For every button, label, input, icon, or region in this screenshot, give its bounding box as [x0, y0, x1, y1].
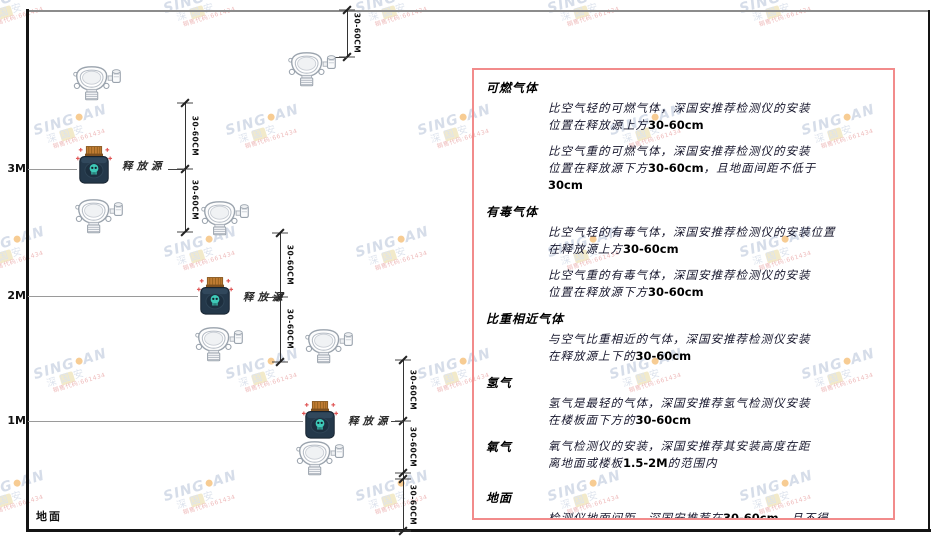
height-label: 1M — [7, 414, 26, 427]
release-source-label: 释放源 — [243, 291, 287, 304]
section-paragraph: 与空气比重相近的气体，深国安推荐检测仪安装 在释放源上下的30-60cm — [548, 332, 811, 363]
level-line — [28, 169, 77, 170]
dimension-label: 30-60CM — [408, 484, 418, 526]
dimension-label: 30-60CM — [285, 244, 295, 286]
gas-detector-icon — [192, 323, 244, 363]
dimension-label: 30-60CM — [285, 308, 295, 350]
leader-line — [168, 169, 185, 170]
section-paragraph: 比空气轻的可燃气体，深国安推荐检测仪的安装 位置在释放源上方30-60cm — [548, 101, 811, 132]
section-heading: 可燃气体 — [486, 81, 539, 95]
section-heading: 地面 — [486, 491, 513, 505]
leader-line — [266, 297, 280, 298]
ground-line — [26, 529, 931, 532]
section-heading: 氢气 — [486, 376, 513, 390]
info-panel: 可燃气体 比空气轻的可燃气体，深国安推荐检测仪的安装 位置在释放源上方30-60c… — [472, 68, 895, 520]
section-paragraph: 比空气重的有毒气体，深国安推荐检测仪的安装 位置在释放源下方30-60cm — [548, 268, 811, 299]
wall-line — [26, 9, 29, 531]
gas-detector-icon — [285, 48, 337, 88]
ground-label: 地面 — [36, 510, 62, 523]
leader-line — [391, 421, 403, 422]
section-paragraph: 氢气是最轻的气体，深国安推荐氢气检测仪安装 在楼板面下方的30-60cm — [548, 396, 811, 427]
dimension-label: 30-60CM — [190, 115, 200, 157]
height-label: 3M — [7, 162, 26, 175]
release-source-label: 释放源 — [348, 415, 392, 428]
gas-detector-icon — [293, 437, 345, 477]
section-heading: 氧气 — [486, 440, 513, 454]
dimension-line — [403, 360, 404, 531]
release-source-icon — [301, 400, 339, 442]
level-line — [28, 296, 198, 297]
gas-detector-icon — [72, 195, 124, 235]
section-inline-row: 氧气 氧气检测仪的安装，深国安推荐其安装高度在距 离地面或楼板1.5-2M的范围内 — [486, 438, 881, 472]
section-paragraph: 比空气轻的有毒气体，深国安推荐检测仪的安装位置 在释放源上方30-60cm — [548, 225, 836, 256]
dimension-label: 30-60CM — [352, 12, 362, 54]
section-paragraph: 比空气重的可燃气体，深国安推荐检测仪的安装 位置在释放源下方30-60cm，且地… — [548, 144, 817, 192]
ceiling-line — [26, 10, 929, 12]
dimension-label: 30-60CM — [408, 369, 418, 411]
level-line — [28, 421, 303, 422]
gas-detector-icon — [198, 197, 250, 237]
leader-line — [333, 57, 347, 58]
dimension-line — [347, 10, 348, 57]
gas-detector-icon — [70, 62, 122, 102]
height-label: 2M — [7, 289, 26, 302]
dimension-label: 30-60CM — [408, 426, 418, 468]
section-heading: 有毒气体 — [486, 205, 539, 219]
section-paragraph: 氧气检测仪的安装，深国安推荐其安装高度在距 离地面或楼板1.5-2M的范围内 — [548, 439, 811, 470]
section-paragraph: 检测仪地面间距，深国安推荐在30-60cm，且不得 小于30cm，因为过低容易水… — [548, 511, 829, 520]
release-source-icon — [196, 276, 234, 318]
right-border-line — [928, 10, 930, 531]
section-heading: 比重相近气体 — [486, 312, 565, 326]
release-source-label: 释放源 — [122, 160, 166, 173]
release-source-icon — [75, 145, 113, 187]
gas-detector-icon — [302, 325, 354, 365]
